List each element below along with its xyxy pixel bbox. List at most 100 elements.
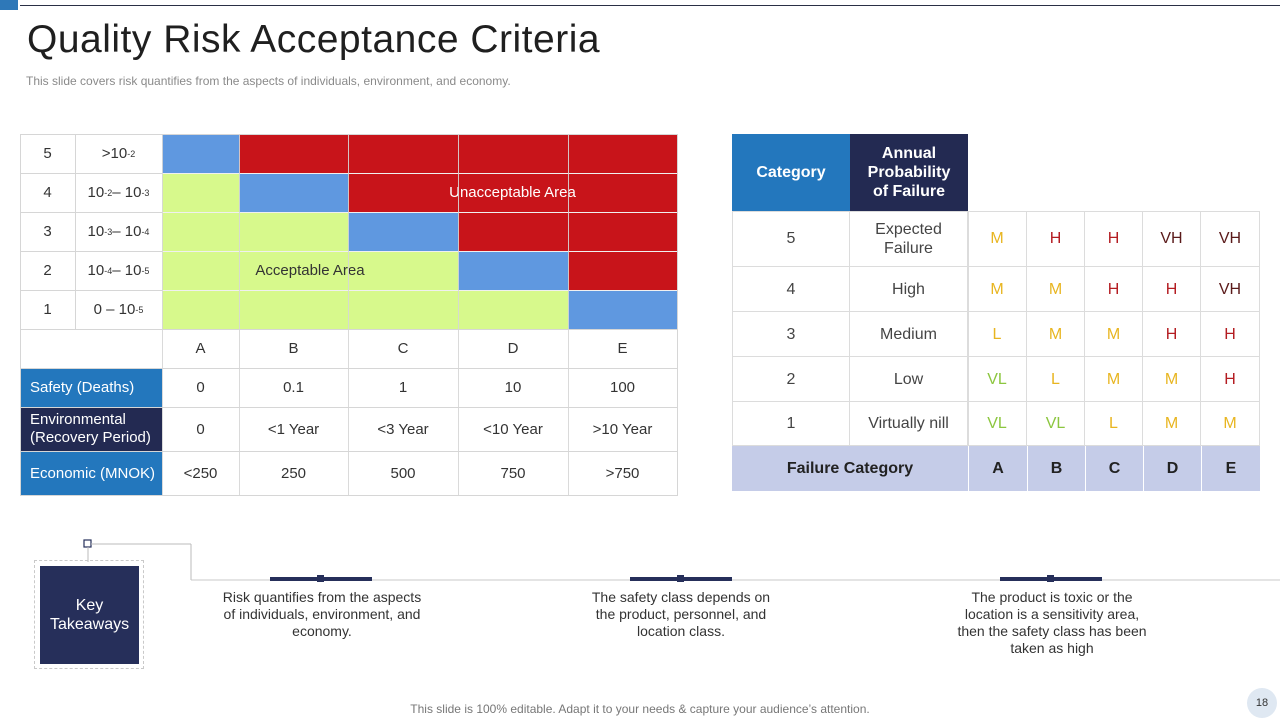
consequence-value: >750 — [605, 465, 640, 482]
grid-line-v — [968, 211, 969, 446]
grid-line-h-light — [162, 212, 678, 213]
consequence-value: 1 — [398, 379, 408, 396]
risk-level: 3 — [43, 223, 52, 240]
risk-cell — [348, 212, 458, 251]
grid-line-h — [20, 134, 678, 135]
risk-level-cell: VL — [968, 402, 1027, 446]
probability-range: 10 -4 – 10 -5 — [87, 262, 150, 279]
consequence-value: 0.1 — [283, 379, 304, 396]
category-matrix: Category Annual Probability of Failure 5 Ex… — [732, 134, 1260, 491]
grid-line-h — [20, 495, 678, 496]
grid-line-h — [732, 211, 1260, 212]
footer-note: This slide is 100% editable. Adapt it to… — [410, 702, 870, 716]
risk-cell — [239, 251, 348, 290]
acceptable-area-label: Acceptable Area — [255, 262, 365, 279]
column-header: A — [195, 340, 206, 357]
category-name: Medium — [850, 312, 968, 357]
takeaway-connector-lines — [83, 539, 1280, 582]
risk-cell — [568, 290, 677, 329]
grid-line-h — [20, 451, 678, 452]
grid-line-v — [162, 134, 163, 496]
consequence-value: <250 — [183, 465, 218, 482]
consequence-label: Environmental (Recovery Period) — [20, 407, 162, 451]
risk-cell — [458, 173, 568, 212]
grid-line-h-light — [162, 173, 678, 174]
grid-line-v — [348, 134, 349, 496]
grid-line-v — [75, 134, 76, 329]
key-takeaways-label: Key Takeaways — [40, 566, 139, 664]
probability-range: 10 -2 – 10 -3 — [87, 184, 150, 201]
risk-level-cell: L — [968, 312, 1027, 357]
probability-range: 0 – 10 -5 — [93, 301, 144, 318]
column-header: B — [288, 340, 299, 357]
consequence-label: Safety (Deaths) — [20, 368, 162, 407]
risk-level-cell: M — [968, 267, 1027, 312]
consequence-value: 500 — [390, 465, 416, 482]
failure-category-column: C — [1085, 446, 1143, 491]
risk-level-cell: M — [1085, 357, 1143, 402]
consequence-value: <10 Year — [483, 420, 543, 438]
risk-cell — [239, 290, 348, 329]
risk-cell — [348, 251, 458, 290]
risk-level-cell: L — [1027, 357, 1085, 402]
risk-level-cell: VL — [968, 357, 1027, 402]
risk-cell — [458, 212, 568, 251]
probability-range: 10 -3 – 10 -4 — [87, 223, 150, 240]
risk-cell — [348, 173, 458, 212]
probability-range: >10 -2 — [101, 145, 136, 162]
risk-level-cell: M — [968, 211, 1027, 267]
consequence-value: 250 — [280, 465, 307, 482]
risk-cell — [568, 134, 677, 173]
column-header: E — [617, 340, 628, 357]
consequence-value: <3 Year — [377, 420, 429, 438]
column-header: D — [507, 340, 519, 357]
takeaway-2: The safety class depends on the product,… — [591, 589, 771, 639]
risk-level: 1 — [43, 301, 52, 318]
risk-cell — [162, 173, 239, 212]
risk-cell — [162, 134, 239, 173]
failure-category-column: D — [1143, 446, 1201, 491]
probability-header: Annual Probability of Failure — [850, 134, 968, 211]
risk-level-cell: M — [1085, 312, 1143, 357]
category-name: High — [850, 267, 968, 312]
grid-line-v — [458, 134, 459, 496]
category-header: Category — [732, 134, 850, 211]
risk-cell — [162, 212, 239, 251]
risk-level-cell: VL — [1027, 402, 1085, 446]
risk-level-cell: H — [1143, 312, 1201, 357]
consequence-value: 10 — [504, 379, 522, 396]
risk-cell — [568, 212, 677, 251]
risk-cell — [348, 290, 458, 329]
page-number: 18 — [1247, 688, 1277, 718]
consequence-value: <1 Year — [267, 420, 320, 438]
risk-level-cell: M — [1027, 312, 1085, 357]
key-takeaways-frame — [34, 560, 144, 669]
grid-line-v — [677, 134, 678, 496]
failure-category-column: B — [1027, 446, 1085, 491]
risk-cell — [162, 251, 239, 290]
risk-level-cell: M — [1201, 402, 1260, 446]
grid-line-v — [568, 134, 569, 496]
column-header: C — [397, 340, 409, 357]
category-number: 5 — [732, 211, 850, 267]
risk-level-cell: H — [1027, 211, 1085, 267]
risk-level-cell: L — [1085, 402, 1143, 446]
consequence-value: 0 — [196, 420, 205, 438]
top-rule — [20, 5, 1280, 6]
unacceptable-area-label: Unacceptable Area — [449, 184, 576, 201]
consequence-value: 750 — [500, 465, 526, 482]
category-number: 2 — [732, 357, 850, 402]
risk-level: 2 — [43, 262, 52, 279]
category-number: 3 — [732, 312, 850, 357]
risk-level-cell: VH — [1143, 211, 1201, 267]
takeaway-3: The product is toxic or the location is … — [957, 589, 1147, 656]
consequence-value: >10 Year — [592, 420, 653, 438]
category-number: 1 — [732, 402, 850, 446]
risk-matrix: 5 >10 -2 4 10 -2 – 10 -3 3 10 -3 – 10 -4 2 10 -4 – 10… — [20, 134, 678, 496]
grid-line-h — [20, 329, 678, 330]
risk-level-cell: H — [1085, 267, 1143, 312]
risk-level-cell: H — [1201, 357, 1260, 402]
risk-level: 4 — [43, 184, 52, 201]
risk-level-cell: M — [1143, 357, 1201, 402]
risk-cell — [568, 173, 677, 212]
